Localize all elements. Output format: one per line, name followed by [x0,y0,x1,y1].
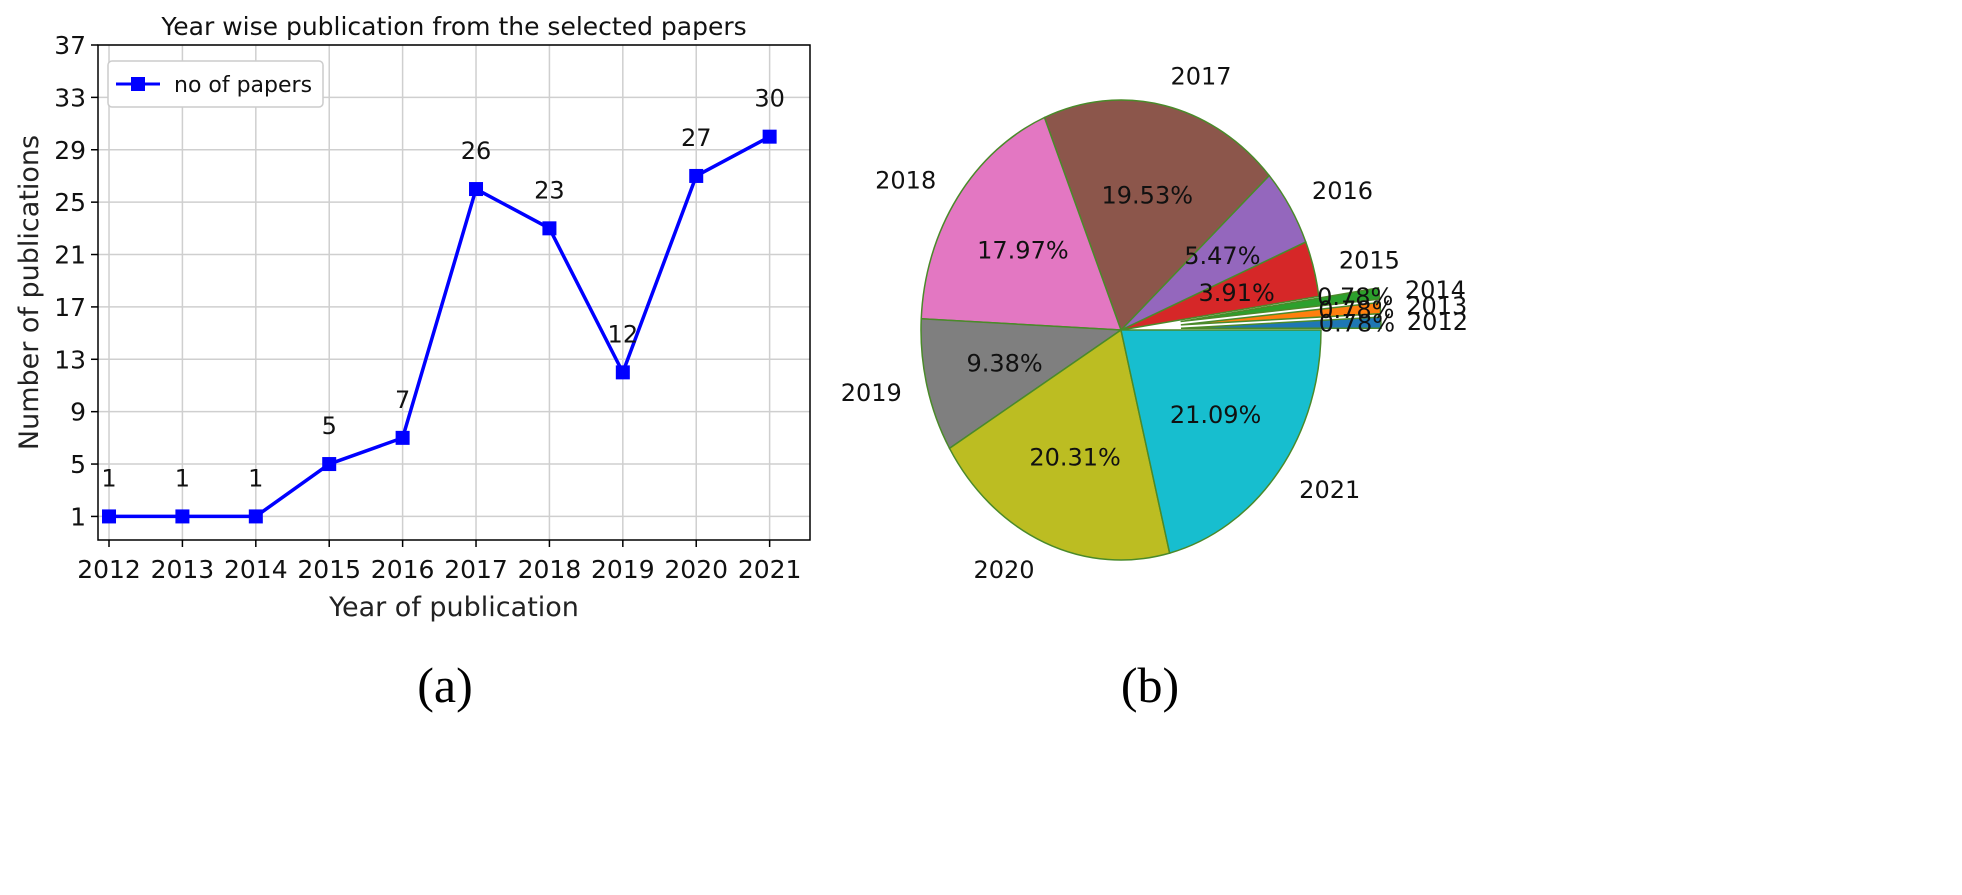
x-tick-label: 2014 [224,555,288,584]
legend-marker-swatch [131,77,145,91]
x-axis-ticks: 2012 2013 2014 2015 2016 2017 2018 2019 2020 2021 [77,540,801,584]
y-tick-label: 9 [70,398,86,427]
pie-percent-2019: 9.38% [966,350,1042,378]
y-tick-label: 37 [54,31,86,60]
x-tick-label: 2020 [664,555,728,584]
pie-percent-2016: 5.47% [1184,242,1260,270]
data-point-marker [395,430,410,445]
x-tick-label: 2012 [77,555,141,584]
y-tick-label: 25 [54,188,86,217]
x-axis-label: Year of publication [328,592,579,623]
legend: no of papers [107,60,324,108]
data-label: 5 [322,412,337,440]
data-point-marker [248,509,263,524]
y-tick-label: 1 [70,502,86,531]
x-tick-label: 2021 [738,555,802,584]
x-tick-label: 2013 [151,555,215,584]
data-point-marker [542,221,557,236]
series-no-of-papers [102,129,777,524]
pie-label-2020: 2020 [974,556,1035,584]
pie-percent-2015: 3.91% [1199,279,1275,307]
pie-percent-2020: 20.31% [1029,444,1121,472]
data-label: 1 [175,464,190,492]
pie-slice-2014 [1180,287,1381,323]
data-label: 27 [681,124,712,152]
pie-label-2012: 2012 [1407,308,1468,336]
series-line [109,135,771,519]
pie-label-2014: 2014 [1405,276,1466,304]
chart-title: Year wise publication from the selected … [160,12,746,41]
x-tick-label: 2017 [444,555,508,584]
data-point-marker [615,365,630,380]
panel-caption-b: (b) [1121,657,1179,713]
y-tick-label: 17 [54,293,86,322]
pie-label-2018: 2018 [875,166,936,194]
data-labels: 1 1 1 5 7 26 23 12 27 30 [101,85,785,493]
pie-label-2016: 2016 [1312,177,1373,205]
pie-percent-2021: 21.09% [1170,401,1262,429]
x-tick-label: 2018 [518,555,582,584]
pie-label-2019: 2019 [841,379,902,407]
pie-percent-2017: 19.53% [1102,181,1194,209]
y-tick-label: 13 [54,345,86,374]
pie-label-2017: 2017 [1171,62,1232,90]
pie-percent-2012: 0.78% [1319,309,1395,337]
pie-slice-2018 [920,116,1123,331]
pie-slice-2021 [1120,329,1322,555]
data-point-marker [762,129,777,144]
data-point-marker [469,182,484,197]
pie-percent-labels: 0.78%0.78%0.78% 3.91% 5.47% 19.53% 17.97% 9.3… [966,181,1395,471]
data-label: 1 [101,464,116,492]
y-tick-label: 29 [54,136,86,165]
y-tick-label: 33 [54,83,86,112]
y-axis-label: Number of publications [14,135,45,450]
pie-chart-panel: 0.78%0.78%0.78% 3.91% 5.47% 19.53% 17.97% 9.3… [841,62,1468,713]
gridlines [98,44,810,540]
panel-caption-a: (a) [417,657,473,713]
data-label: 12 [608,320,639,348]
pie-percent-2018: 17.97% [977,237,1069,265]
pie-percent-2014: 0.78% [1317,283,1393,311]
y-tick-label: 21 [54,241,86,270]
x-tick-label: 2016 [371,555,435,584]
data-point-marker [322,457,337,472]
pie-slice-2013 [1180,301,1382,326]
pie-slice-2012 [1180,316,1382,330]
pie-slice-2019 [920,317,1124,450]
data-point-marker [689,168,704,183]
pie-slice-2020 [948,328,1171,561]
data-point-marker [175,509,190,524]
data-label: 26 [461,137,492,165]
pie-slices [920,99,1382,561]
data-label: 1 [248,464,263,492]
pie-label-2021: 2021 [1299,476,1360,504]
x-tick-label: 2019 [591,555,655,584]
pie-label-2015: 2015 [1339,247,1400,275]
data-label: 7 [395,386,410,414]
y-axis-ticks: 1 5 9 13 17 21 25 29 33 37 [54,31,98,531]
data-point-marker [102,509,117,524]
data-label: 23 [534,176,565,204]
pie-percent-2013: 0.78% [1318,296,1394,324]
data-label: 30 [754,85,785,113]
plot-area-frame [97,44,811,541]
legend-entry-no-of-papers: no of papers [174,73,312,98]
legend-box [107,60,324,108]
pie-label-2013: 2013 [1406,292,1467,320]
y-tick-label: 5 [70,450,86,479]
x-tick-label: 2015 [297,555,361,584]
